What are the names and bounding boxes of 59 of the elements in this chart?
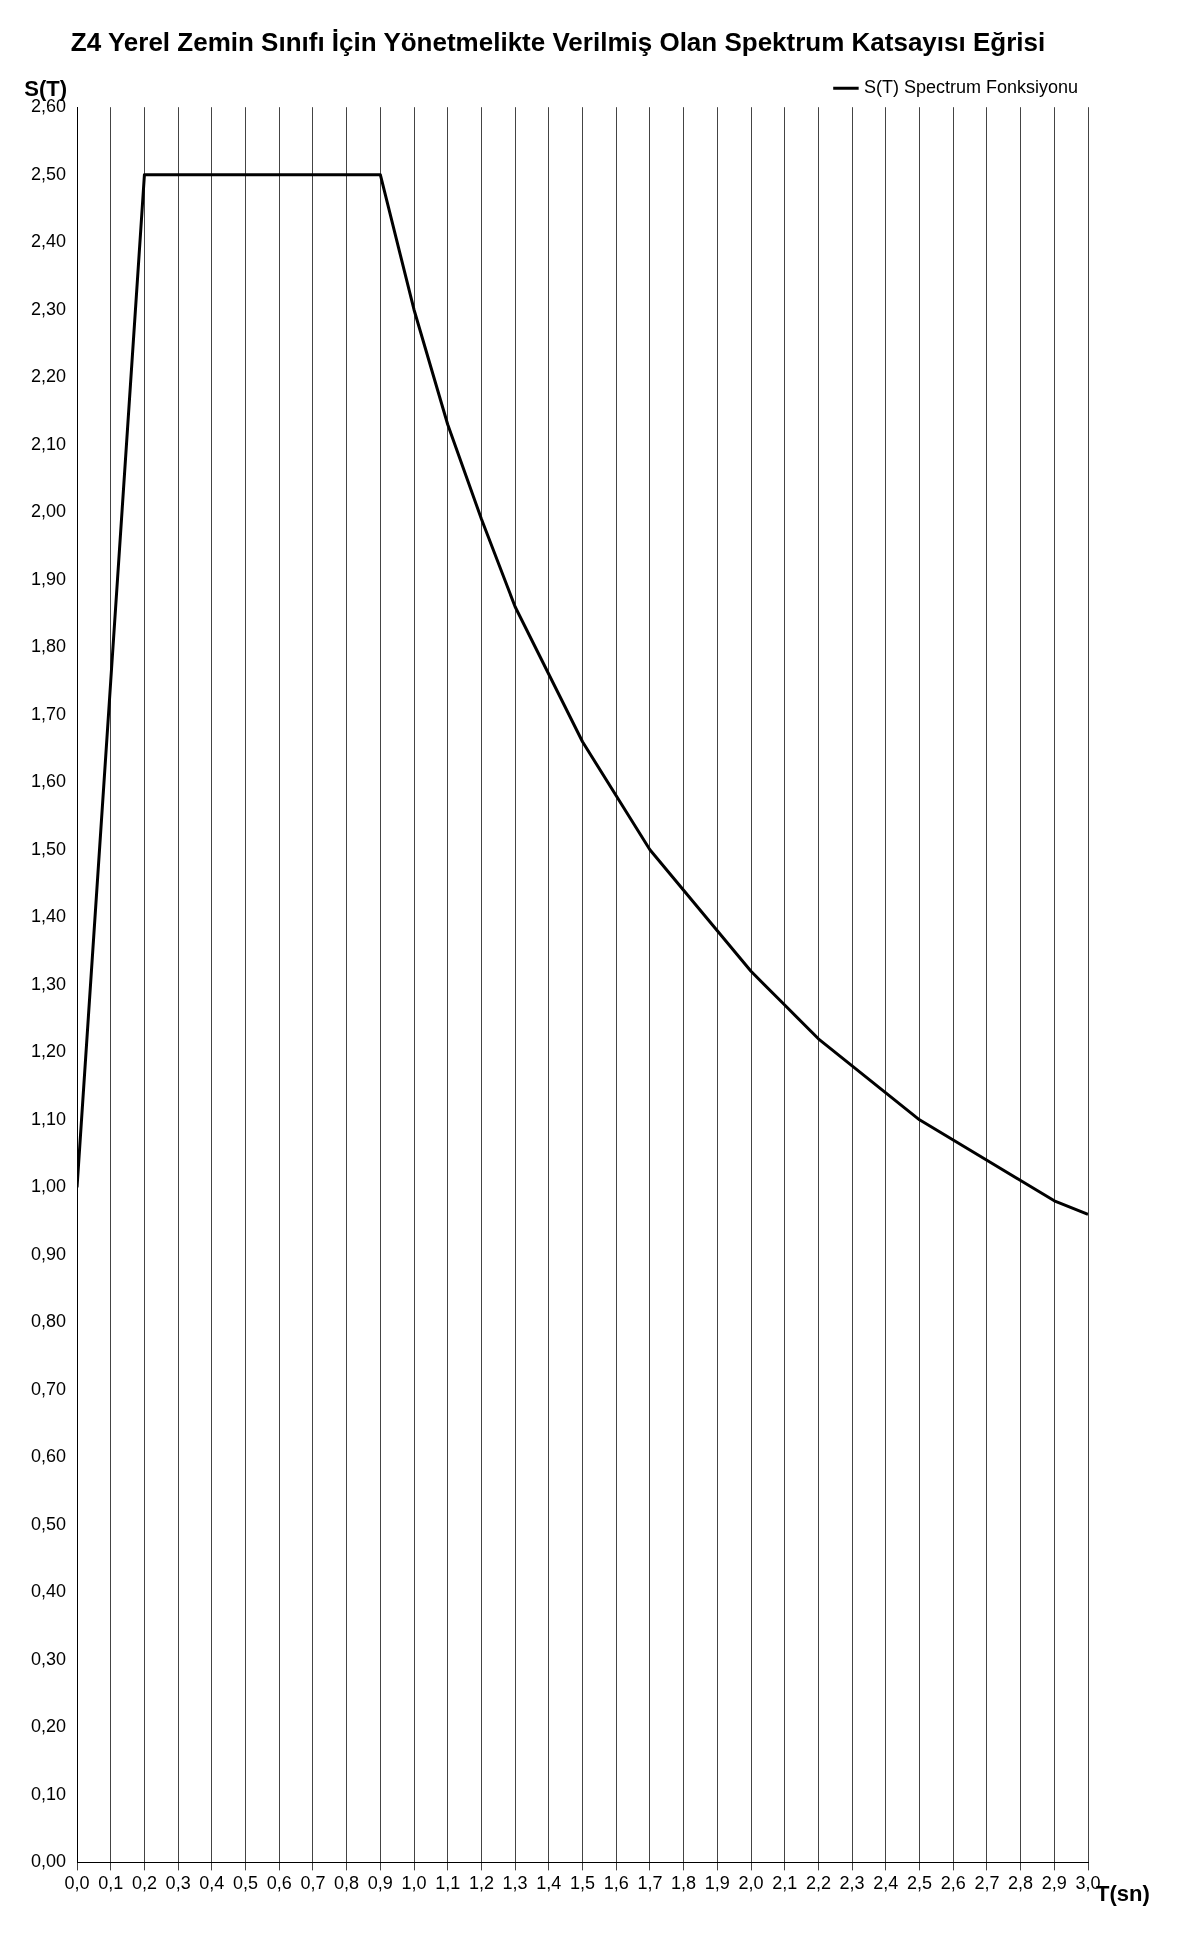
y-tick-label: 0,20	[30, 1716, 67, 1737]
x-tick-label: 2,4	[873, 1873, 899, 1894]
y-tick-label: 1,20	[30, 1041, 67, 1062]
y-tick-label: 1,70	[30, 703, 67, 724]
y-tick-label: 1,00	[30, 1176, 67, 1197]
x-tick-label: 1,2	[468, 1873, 494, 1894]
y-tick-label: 2,30	[30, 298, 67, 319]
x-tick-label: 2,8	[1008, 1873, 1034, 1894]
y-tick-label: 1,80	[30, 636, 67, 657]
x-tick-label: 0,6	[266, 1873, 292, 1894]
x-tick-label: 0,8	[334, 1873, 360, 1894]
x-tick-label: 2,7	[974, 1873, 1000, 1894]
y-axis-title: S(T)	[24, 76, 68, 102]
y-tick-label: 1,30	[30, 973, 67, 994]
y-tick-label: 2,00	[30, 501, 67, 522]
y-tick-label: 0,80	[30, 1311, 67, 1332]
x-tick-label: 2,3	[839, 1873, 865, 1894]
y-tick-label: 2,20	[30, 366, 67, 387]
y-tick-label: 1,90	[30, 568, 67, 589]
y-tick-label: 0,90	[30, 1243, 67, 1264]
chart-title: Z4 Yerel Zemin Sınıfı İçin Yönetmelikte Verilmiş Olan Spektrum Katsayısı Eğrisi	[70, 26, 1046, 57]
x-tick-label: 1,8	[671, 1873, 697, 1894]
x-tick-label: 1,0	[401, 1873, 427, 1894]
y-tick-label: 0,30	[30, 1648, 67, 1669]
y-tick-label: 2,10	[30, 433, 67, 454]
y-tick-label: 0,10	[30, 1783, 67, 1804]
y-tick-label: 2,40	[30, 231, 67, 252]
y-tick-label: 1,50	[30, 838, 67, 859]
x-tick-label: 1,3	[502, 1873, 528, 1894]
x-tick-label: 2,9	[1041, 1873, 1067, 1894]
x-tick-label: 2,5	[906, 1873, 933, 1894]
x-tick-label: 2,6	[940, 1873, 966, 1894]
x-tick-label: 1,7	[637, 1873, 663, 1894]
x-tick-label: 0,0	[64, 1873, 90, 1894]
x-tick-label: 1,6	[603, 1873, 629, 1894]
y-tick-label: 0,40	[30, 1581, 67, 1602]
x-tick-label: 2,2	[805, 1873, 831, 1894]
x-tick-label: 0,2	[131, 1873, 157, 1894]
x-tick-label: 1,9	[704, 1873, 730, 1894]
x-tick-label: 0,1	[98, 1873, 124, 1894]
x-tick-label: 1,5	[570, 1873, 596, 1894]
x-tick-label: 0,3	[165, 1873, 191, 1894]
x-tick-label: 0,4	[199, 1873, 225, 1894]
y-tick-label: 0,50	[30, 1513, 67, 1534]
y-tick-label: 0,00	[30, 1851, 67, 1872]
y-tick-label: 1,60	[30, 771, 67, 792]
y-tick-label: 1,40	[30, 906, 67, 927]
y-tick-label: 0,60	[30, 1446, 67, 1467]
y-tick-label: 0,70	[30, 1378, 67, 1399]
x-tick-label: 2,1	[772, 1873, 798, 1894]
x-tick-label: 0,7	[300, 1873, 326, 1894]
x-tick-label: 1,4	[536, 1873, 562, 1894]
x-tick-label: 0,5	[233, 1873, 259, 1894]
x-tick-label: 1,1	[435, 1873, 461, 1894]
x-tick-label: 2,0	[738, 1873, 764, 1894]
y-tick-label: 2,50	[30, 163, 67, 184]
y-tick-label: 1,10	[30, 1108, 67, 1129]
legend-label: S(T) Spectrum Fonksiyonu	[863, 77, 1079, 98]
x-tick-label: 0,9	[367, 1873, 393, 1894]
